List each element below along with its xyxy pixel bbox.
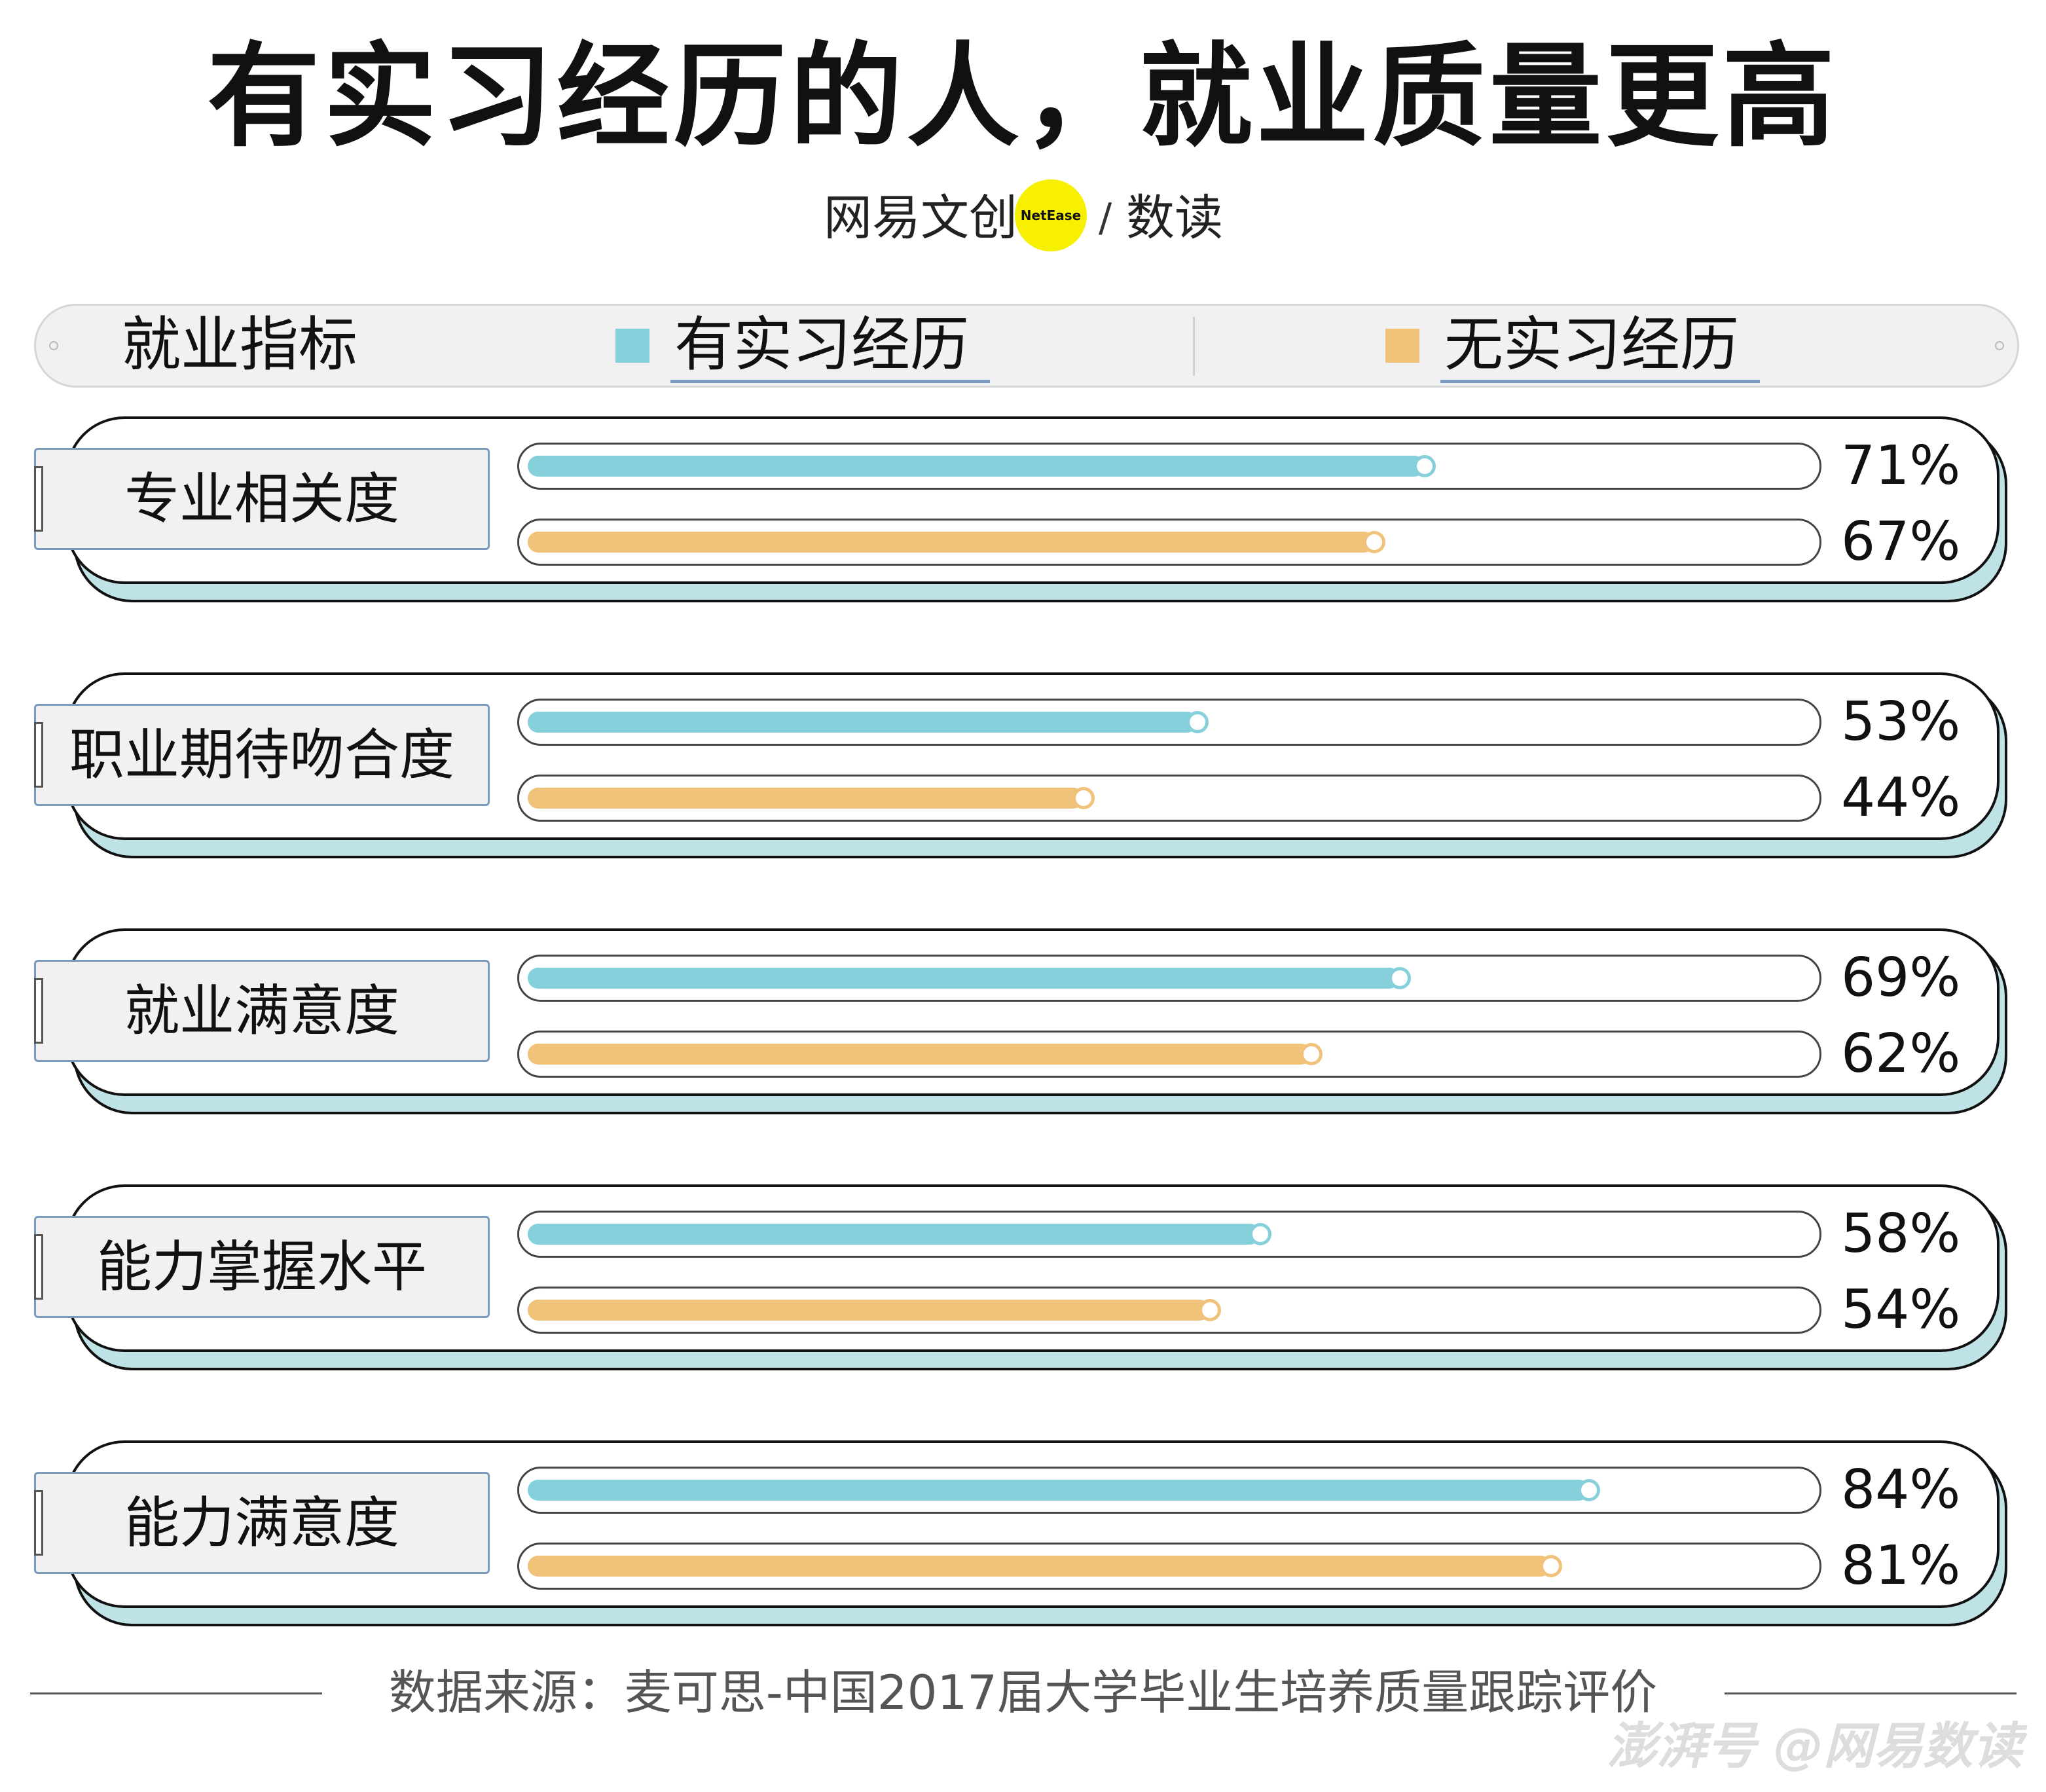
bar-without-internship xyxy=(528,1556,1552,1577)
legend-swatch-with-internship xyxy=(615,329,649,363)
bar-end-marker xyxy=(1186,711,1209,733)
legend-label-with-internship: 有实习经历 xyxy=(674,310,969,379)
tag-clip-icon xyxy=(34,1234,43,1300)
legend-swatch-without-internship xyxy=(1385,329,1419,363)
value-label: 62% xyxy=(1841,1023,1961,1085)
category-tag xyxy=(34,1216,490,1318)
bar-end-marker xyxy=(1072,787,1095,809)
source-rule-left xyxy=(30,1692,322,1694)
source-note: 数据来源：麦可思-中国2017届大学毕业生培养质量跟踪评价 xyxy=(0,1663,2046,1722)
category-label: 专业相关度 xyxy=(124,467,399,531)
value-label: 69% xyxy=(1841,947,1961,1009)
category-tag xyxy=(34,1472,490,1574)
value-label: 81% xyxy=(1841,1535,1961,1597)
legend-underline xyxy=(670,380,990,383)
bar-without-internship xyxy=(528,788,1084,809)
brand-name-en: NetEase xyxy=(1020,208,1082,223)
brand-dot-icon xyxy=(1015,179,1087,251)
bar-with-internship xyxy=(528,712,1197,733)
brand-sub: 数读 xyxy=(1126,190,1223,246)
tag-clip-icon xyxy=(34,978,43,1044)
bar-end-marker xyxy=(1249,1223,1272,1245)
bar-end-marker xyxy=(1300,1043,1323,1065)
legend-label-without-internship: 无实习经历 xyxy=(1444,310,1739,379)
bar-without-internship xyxy=(528,532,1375,553)
bar-with-internship xyxy=(528,1224,1261,1245)
bar-track xyxy=(517,775,1821,822)
category-label: 能力掌握水平 xyxy=(96,1235,427,1299)
bar-end-marker xyxy=(1363,531,1386,553)
bar-end-marker xyxy=(1199,1299,1222,1321)
category-label: 职业期待吻合度 xyxy=(69,723,454,787)
source-rule-right xyxy=(1725,1692,2017,1694)
header-divider xyxy=(1193,317,1195,376)
value-label: 53% xyxy=(1841,691,1961,753)
chart-title: 有实习经历的人，就业质量更高 xyxy=(207,31,1839,162)
tag-clip-icon xyxy=(34,466,43,532)
value-label: 54% xyxy=(1841,1279,1961,1341)
header-hole-left-icon xyxy=(49,341,58,350)
bar-without-internship xyxy=(528,1044,1311,1065)
header-label: 就业指标 xyxy=(122,310,357,379)
bar-without-internship xyxy=(528,1300,1211,1321)
brand-logo: 网易文创 NetEase / 数读 xyxy=(824,174,1230,259)
bar-with-internship xyxy=(528,456,1425,477)
bar-end-marker xyxy=(1414,455,1436,477)
legend-header xyxy=(34,304,2019,388)
tag-clip-icon xyxy=(34,722,43,788)
bar-end-marker xyxy=(1388,967,1411,989)
tag-clip-icon xyxy=(34,1490,43,1556)
value-label: 71% xyxy=(1841,435,1961,497)
legend-underline xyxy=(1440,380,1760,383)
header-hole-right-icon xyxy=(1995,341,2004,350)
bar-end-marker xyxy=(1578,1479,1601,1501)
bar-with-internship xyxy=(528,968,1400,989)
value-label: 84% xyxy=(1841,1459,1961,1521)
source-text: 数据来源：麦可思-中国2017届大学毕业生培养质量跟踪评价 xyxy=(371,1665,1675,1720)
watermark: 澎湃号 @网易数读 xyxy=(1607,1717,2022,1775)
category-label: 能力满意度 xyxy=(124,1491,399,1555)
bar-with-internship xyxy=(528,1480,1590,1501)
category-label: 就业满意度 xyxy=(124,979,399,1043)
bar-end-marker xyxy=(1540,1555,1563,1577)
brand-separator: / xyxy=(1099,195,1112,241)
brand-name: 网易文创 xyxy=(824,190,1017,246)
value-label: 58% xyxy=(1841,1203,1961,1265)
value-label: 67% xyxy=(1841,511,1961,573)
category-tag xyxy=(34,704,490,806)
value-label: 44% xyxy=(1841,767,1961,829)
